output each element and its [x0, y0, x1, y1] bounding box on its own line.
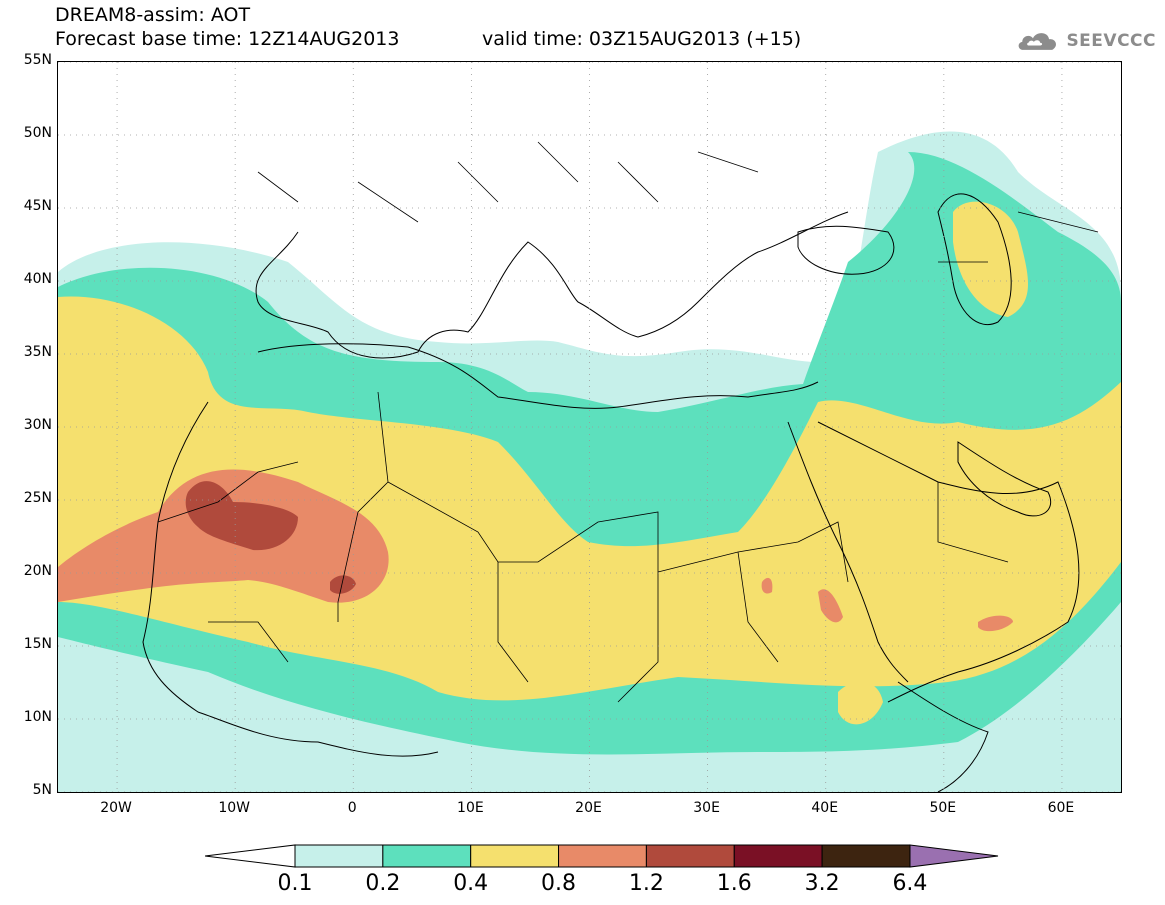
- colorbar-under-arrow: [205, 844, 296, 868]
- border-layer: [157, 141, 1099, 703]
- longitude-label: 30E: [693, 800, 720, 816]
- latitude-label: 25N: [23, 490, 52, 506]
- colorbar-label: 0.8: [541, 871, 577, 896]
- colorbar-boxes: [294, 844, 911, 868]
- coastline-north-africa: [257, 343, 819, 409]
- longitude-label: 20E: [575, 800, 602, 816]
- aot-contour-0.4-horn: [838, 681, 883, 725]
- coastline-europe: [255, 211, 849, 359]
- coastline-arabia: [817, 421, 1080, 703]
- coastline-red-sea: [787, 421, 909, 683]
- colorbar-box: [294, 844, 384, 868]
- colorbar-box: [470, 844, 560, 868]
- aot-contour-0.8-ethiopia: [818, 589, 843, 623]
- coastline-persian-gulf: [957, 441, 1052, 517]
- colorbar-label: 1.6: [716, 871, 752, 896]
- aot-field-layer: [58, 131, 1121, 792]
- colorbar-label: 6.4: [892, 871, 928, 896]
- latitude-label: 40N: [23, 271, 52, 287]
- latitude-label: 15N: [23, 636, 52, 652]
- aot-contour-1.2-b: [330, 575, 356, 594]
- coastline-black-sea: [797, 225, 895, 275]
- latitude-label: 5N: [32, 782, 52, 798]
- aot-map: [57, 61, 1122, 793]
- latitude-label: 30N: [23, 417, 52, 433]
- aot-contour-0.8-sudan: [761, 577, 773, 594]
- colorbar-box: [645, 844, 735, 868]
- latitude-label: 45N: [23, 198, 52, 214]
- latitude-label: 50N: [23, 125, 52, 141]
- coastline-caspian: [937, 193, 1012, 326]
- map-canvas: [58, 62, 1121, 792]
- latitude-label: 20N: [23, 563, 52, 579]
- cloud-icon: [1018, 33, 1057, 50]
- longitude-label: 60E: [1047, 800, 1075, 816]
- colorbar-box: [382, 844, 472, 868]
- colorbar-box: [821, 844, 911, 868]
- longitude-label: 20W: [100, 800, 132, 816]
- colorbar-label: 0.2: [365, 871, 401, 896]
- aot-contour-0.8-yemen: [978, 615, 1013, 632]
- colorbar-label: 1.2: [628, 871, 664, 896]
- logo-text: SEEVCCC: [1066, 31, 1156, 51]
- coastline-layer: [142, 193, 1080, 792]
- coastline-horn: [897, 681, 989, 792]
- longitude-label: 0: [347, 800, 357, 816]
- aot-contour-0.4-caspian: [953, 201, 1028, 317]
- colorbar-over-arrow: [909, 844, 999, 868]
- latitude-label: 35N: [23, 344, 52, 360]
- colorbar-box: [733, 844, 823, 868]
- map-title: DREAM8-assim: AOT: [55, 4, 251, 26]
- colorbar-label: 0.4: [453, 871, 489, 896]
- colorbar-label: 0.1: [277, 871, 313, 896]
- forecast-base-time: Forecast base time: 12Z14AUG2013: [55, 28, 400, 50]
- latitude-label: 10N: [23, 709, 52, 725]
- colorbar-box: [558, 844, 647, 868]
- border-lines: [157, 141, 1099, 703]
- longitude-label: 10W: [218, 800, 250, 816]
- aot-contour-1.2-a: [185, 481, 298, 551]
- latitude-label: 55N: [23, 52, 52, 68]
- colorbar: [205, 844, 999, 868]
- seevccc-logo: SEEVCCC: [1016, 26, 1156, 56]
- valid-time: valid time: 03Z15AUG2013 (+15): [482, 28, 802, 50]
- coastline-west-africa: [142, 401, 439, 757]
- longitude-label: 50E: [929, 800, 957, 816]
- colorbar-label: 3.2: [804, 871, 840, 896]
- longitude-label: 40E: [811, 800, 839, 816]
- longitude-label: 10E: [457, 800, 484, 816]
